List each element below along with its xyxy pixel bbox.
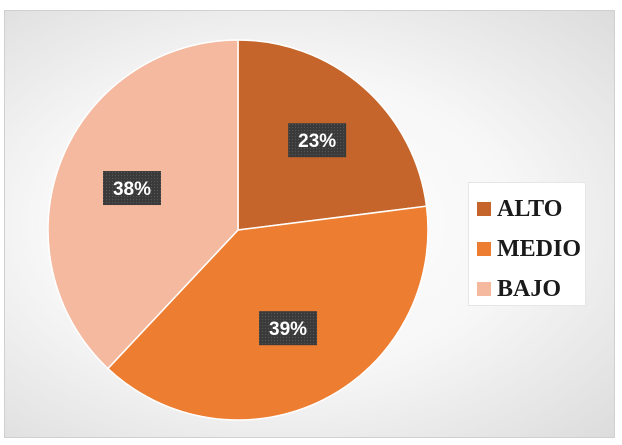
- data-label-box: [288, 123, 347, 158]
- data-label-text: 23%: [298, 131, 336, 152]
- data-label-text: 38%: [113, 179, 151, 200]
- data-label-bajo: 38%: [103, 171, 162, 206]
- legend-swatch-alto: [477, 202, 491, 216]
- data-label-alto: 23%: [288, 123, 347, 158]
- data-label-text: 39%: [269, 319, 307, 340]
- pie-slices: [47, 39, 429, 421]
- data-label-box: [259, 311, 318, 346]
- legend-swatch-medio: [477, 242, 491, 256]
- data-label-medio: 39%: [259, 311, 318, 346]
- legend-swatch-bajo: [477, 282, 491, 296]
- legend-item-medio: MEDIO: [477, 229, 585, 269]
- data-label-box: [103, 171, 162, 206]
- legend-label-bajo: BAJO: [497, 276, 562, 302]
- legend-item-bajo: BAJO: [477, 269, 585, 309]
- legend: ALTO MEDIO BAJO: [468, 182, 586, 306]
- pie-data-labels: 23% 39% 38%: [103, 123, 347, 346]
- legend-item-alto: ALTO: [477, 189, 585, 229]
- legend-label-alto: ALTO: [497, 196, 563, 222]
- legend-label-medio: MEDIO: [497, 236, 581, 262]
